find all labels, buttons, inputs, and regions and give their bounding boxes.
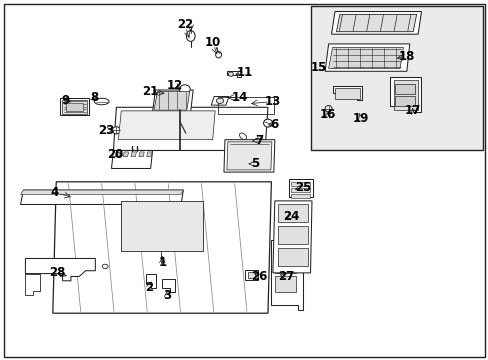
- Bar: [277, 248, 307, 266]
- Polygon shape: [118, 111, 215, 140]
- Polygon shape: [20, 190, 183, 194]
- Text: 9: 9: [61, 94, 69, 107]
- Text: 6: 6: [270, 118, 278, 131]
- Polygon shape: [20, 190, 183, 204]
- Bar: [274, 256, 296, 273]
- Text: 16: 16: [319, 108, 335, 121]
- Polygon shape: [336, 14, 416, 32]
- Polygon shape: [331, 12, 421, 34]
- Polygon shape: [226, 142, 271, 170]
- Polygon shape: [145, 274, 155, 288]
- Polygon shape: [272, 201, 311, 273]
- Polygon shape: [115, 152, 121, 157]
- Text: 4: 4: [51, 186, 59, 199]
- Polygon shape: [162, 279, 175, 292]
- Bar: [277, 226, 307, 244]
- Ellipse shape: [186, 31, 195, 41]
- Bar: [310, 6, 482, 150]
- Ellipse shape: [325, 105, 331, 112]
- Polygon shape: [25, 258, 95, 281]
- Polygon shape: [60, 98, 89, 115]
- Polygon shape: [62, 100, 87, 114]
- Text: 19: 19: [352, 112, 368, 125]
- Text: 18: 18: [398, 50, 414, 63]
- Polygon shape: [334, 88, 359, 99]
- Polygon shape: [211, 96, 228, 105]
- Polygon shape: [111, 150, 152, 168]
- Polygon shape: [288, 179, 312, 197]
- Text: 7: 7: [255, 134, 263, 147]
- Ellipse shape: [239, 141, 246, 148]
- Text: 3: 3: [163, 289, 171, 302]
- Text: 8: 8: [90, 91, 98, 104]
- Ellipse shape: [239, 133, 246, 140]
- Polygon shape: [332, 86, 361, 100]
- Text: 20: 20: [106, 148, 123, 161]
- Polygon shape: [152, 90, 193, 112]
- Polygon shape: [146, 152, 152, 157]
- Bar: [291, 182, 309, 186]
- Polygon shape: [123, 152, 128, 157]
- Ellipse shape: [94, 98, 109, 105]
- Text: 17: 17: [404, 104, 421, 117]
- Polygon shape: [389, 77, 420, 112]
- Bar: [277, 204, 307, 222]
- Polygon shape: [325, 44, 409, 71]
- Bar: [394, 84, 414, 94]
- Bar: [394, 96, 414, 106]
- Text: 21: 21: [142, 85, 159, 98]
- Ellipse shape: [254, 138, 264, 143]
- Polygon shape: [131, 152, 136, 157]
- Text: 25: 25: [294, 181, 311, 194]
- Text: 12: 12: [166, 79, 183, 92]
- Bar: [217, 97, 273, 114]
- Ellipse shape: [112, 127, 120, 134]
- Text: 22: 22: [176, 18, 193, 31]
- Polygon shape: [245, 270, 258, 280]
- Bar: [291, 194, 309, 198]
- Ellipse shape: [216, 98, 223, 104]
- Text: 2: 2: [145, 281, 153, 294]
- Polygon shape: [328, 48, 403, 68]
- Bar: [274, 276, 296, 292]
- Polygon shape: [53, 182, 271, 313]
- Bar: [291, 188, 309, 192]
- Bar: [66, 103, 83, 111]
- Ellipse shape: [179, 85, 190, 94]
- Polygon shape: [139, 152, 144, 157]
- Text: 11: 11: [236, 66, 252, 78]
- Text: 24: 24: [282, 210, 299, 222]
- Polygon shape: [393, 80, 417, 110]
- Text: 1: 1: [158, 256, 166, 269]
- Polygon shape: [25, 274, 40, 295]
- Ellipse shape: [215, 51, 221, 58]
- Ellipse shape: [228, 72, 233, 76]
- Polygon shape: [224, 140, 274, 172]
- Text: 28: 28: [49, 266, 66, 279]
- Text: 13: 13: [264, 95, 281, 108]
- Text: 27: 27: [277, 270, 294, 283]
- Text: 23: 23: [98, 124, 115, 137]
- Polygon shape: [271, 240, 303, 310]
- Text: 10: 10: [204, 36, 221, 49]
- Polygon shape: [113, 107, 267, 150]
- Bar: [121, 201, 203, 251]
- Text: 15: 15: [310, 61, 326, 74]
- Polygon shape: [154, 91, 189, 110]
- Ellipse shape: [102, 264, 108, 269]
- Text: 14: 14: [231, 91, 247, 104]
- Ellipse shape: [263, 119, 272, 127]
- Text: 26: 26: [250, 270, 267, 283]
- Polygon shape: [248, 272, 255, 278]
- Polygon shape: [227, 71, 240, 77]
- Text: 5: 5: [251, 157, 259, 170]
